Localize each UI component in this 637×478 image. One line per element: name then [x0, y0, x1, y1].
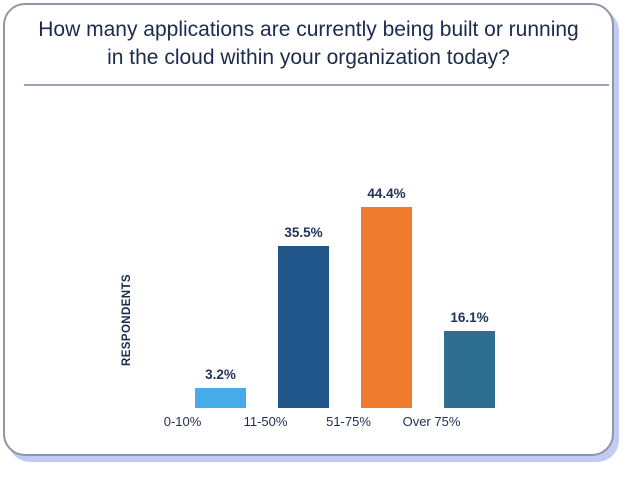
bar-value-label: 16.1%: [450, 310, 489, 325]
bar-chart: RESPONDENTS 3.2% 0-10% 35.5% 11-50% 44.4% 51-…: [5, 5, 612, 454]
x-axis-tick-label: 11-50%: [243, 414, 288, 429]
bar-value-label: 44.4%: [367, 186, 406, 201]
title-divider: [24, 84, 609, 86]
bar-value-label: 3.2%: [205, 367, 236, 382]
bar-Over 75%: [444, 331, 495, 408]
bar-value-label: 35.5%: [284, 225, 323, 240]
bar-0-10%: [195, 388, 246, 408]
x-axis-tick-label: Over 75%: [402, 414, 461, 429]
bar-51-75%: [361, 207, 412, 408]
bar-11-50%: [278, 246, 329, 408]
chart-title: How many applications are currently bein…: [38, 18, 579, 69]
x-axis-tick-label: 0-10%: [163, 414, 202, 429]
chart-card: How many applications are currently bein…: [3, 3, 614, 456]
x-axis-tick-label: 51-75%: [326, 414, 371, 429]
y-axis-label: RESPONDENTS: [121, 274, 133, 366]
